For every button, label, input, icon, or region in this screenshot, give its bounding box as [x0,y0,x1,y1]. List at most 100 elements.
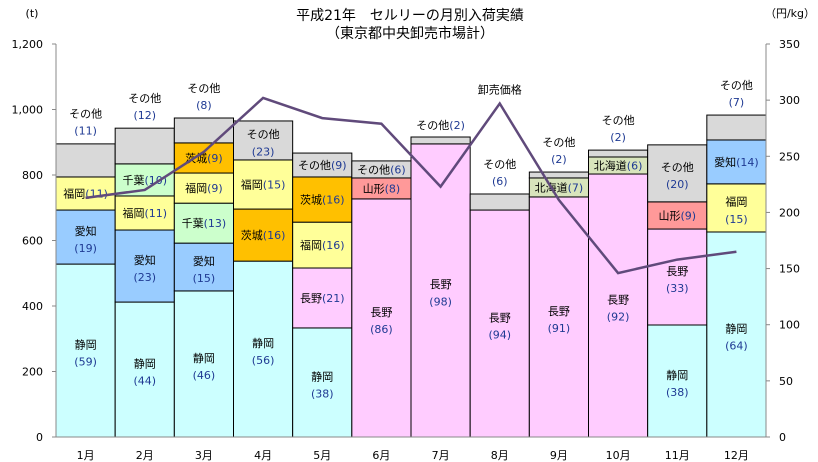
segment-name: 静岡 [311,369,333,383]
y-tick-label: 1,200 [12,38,44,51]
bar-7月: 長野 (98) その他(2) [410,119,471,438]
segment-value: (20) [666,178,689,191]
segment-label: 長野 (92) [607,293,630,323]
segment-value: (92) [607,310,630,323]
segment-name: 山形 [658,209,680,222]
segment-value: (98) [429,295,452,308]
segment-value: (6) [390,163,406,176]
bar-2月: 静岡 (44) 愛知 (23) 福岡(11) 千葉(10) その他 (12) [114,92,175,438]
bar-segment-静岡 [706,231,767,438]
segment-name: その他 [247,128,280,141]
segment-label: その他 (12) [128,92,161,122]
segment-value: (9) [207,152,223,165]
segment-value: (8) [385,182,401,195]
bar-segment-山形 [647,201,708,230]
segment-label: 静岡 (44) [133,356,156,387]
segment-value: (23) [252,145,275,158]
bar-segment-その他 [469,193,530,211]
segment-label: 長野(21) [300,292,345,305]
segment-value: (46) [193,369,216,382]
segment-name: その他 [187,82,220,95]
segment-name: 茨城 [300,193,322,207]
y2-tick-label: 200 [779,206,800,219]
segment-name: その他 [357,163,390,176]
segment-label: 静岡 (46) [193,351,216,382]
segment-value: (91) [548,322,571,335]
segment-label: 長野 (33) [666,265,689,295]
bar-segment-愛知 [706,139,767,185]
segment-value: (15) [725,213,748,226]
segment-value: (44) [133,374,156,387]
bar-5月: 静岡(38)長野(21)福岡(16)茨城(16)その他(9) [292,152,353,438]
bar-segment-千葉 [173,202,234,244]
segment-value: (59) [74,355,97,368]
bar-3月: 静岡(46)愛知(15)千葉(13)福岡(9)茨城(9)その他(8) [173,82,234,438]
segment-value: (6) [492,175,508,188]
bar-segment-静岡 [647,324,708,438]
segment-label: 愛知 (23) [133,253,156,284]
segment-value: (2) [551,153,567,166]
segment-value: (38) [666,386,689,399]
bar-segment-静岡 [233,260,294,438]
segment-label: 北海道(6) [594,159,643,173]
segment-value: (13) [204,217,227,230]
segment-value: (11) [74,125,97,138]
segment-value: (23) [133,271,156,284]
segment-label: 静岡 (38) [311,369,334,400]
segment-value: (11) [144,207,167,220]
segment-value: (7) [729,96,745,109]
bar-segment-茨城 [292,176,353,223]
x-tick-label: 11月 [665,449,690,462]
x-tick-label: 10月 [606,449,631,462]
segment-name: 静岡 [666,368,688,382]
segment-label: 福岡(16) [300,238,345,252]
y2-tick-label: 250 [779,150,800,163]
bar-segment-茨城 [173,142,234,174]
x-tick-label: 5月 [313,449,331,462]
segment-name: 愛知 [193,254,215,268]
bar-segment-その他 [410,136,471,145]
y2-tick-label: 300 [779,94,800,107]
bar-segment-その他 [647,144,708,203]
chart-subtitle: （東京都中央卸売市場計） [326,25,494,42]
bar-1月: 静岡 (59) 愛知 (19) 福岡(11) その他 (11) [55,108,116,438]
segment-label: その他 (8) [187,82,220,112]
segment-value: (16) [322,194,345,207]
segment-value: (33) [666,282,689,295]
x-tick-label: 1月 [77,449,95,462]
segment-label: その他 (6) [483,158,516,188]
bar-segment-長野 [588,173,649,438]
segment-name: 千葉 [182,216,204,230]
segment-label: 愛知 (15) [193,254,216,285]
bar-segment-長野 [410,143,471,438]
segment-label: 福岡(11) [63,187,108,201]
segment-name: 長野 [489,311,511,324]
y-tick-label: 400 [22,300,43,313]
y2-tick-label: 50 [779,375,793,388]
price-line [85,96,737,275]
x-tick-label: 9月 [550,449,568,462]
segment-value: (2) [449,119,465,132]
segment-value: (16) [322,239,345,252]
segment-name: 長野 [430,278,452,291]
segment-label: 静岡 (56) [252,336,275,367]
y-axis-label: (t) [26,7,39,20]
segment-label: 茨城(16) [241,228,286,242]
bar-segment-静岡 [292,327,353,438]
bar-segment-その他 [173,117,234,144]
bar-10月: 長野 (92) 北海道(6) その他 (2) [588,114,649,438]
bar-9月: 長野 (91) 北海道(7) その他 (2) [528,136,589,438]
segment-value: (64) [725,339,748,352]
segment-value: (86) [370,323,393,336]
segment-name: 長野 [607,293,629,306]
segment-label: 愛知 (19) [74,224,97,255]
chart-title: 平成21年 セルリーの月別入荷実績 [296,8,524,24]
segment-value: (94) [488,328,511,341]
segment-value: (21) [322,292,345,305]
y2-tick-label: 100 [779,319,800,332]
segment-name: 茨城 [241,228,263,242]
segment-name: 静岡 [193,351,215,365]
segment-value: (38) [311,387,334,400]
bar-12月: 静岡 (64) 福岡 (15) 愛知(14) その他 (7) [706,79,767,438]
bar-segment-その他 [114,127,175,165]
